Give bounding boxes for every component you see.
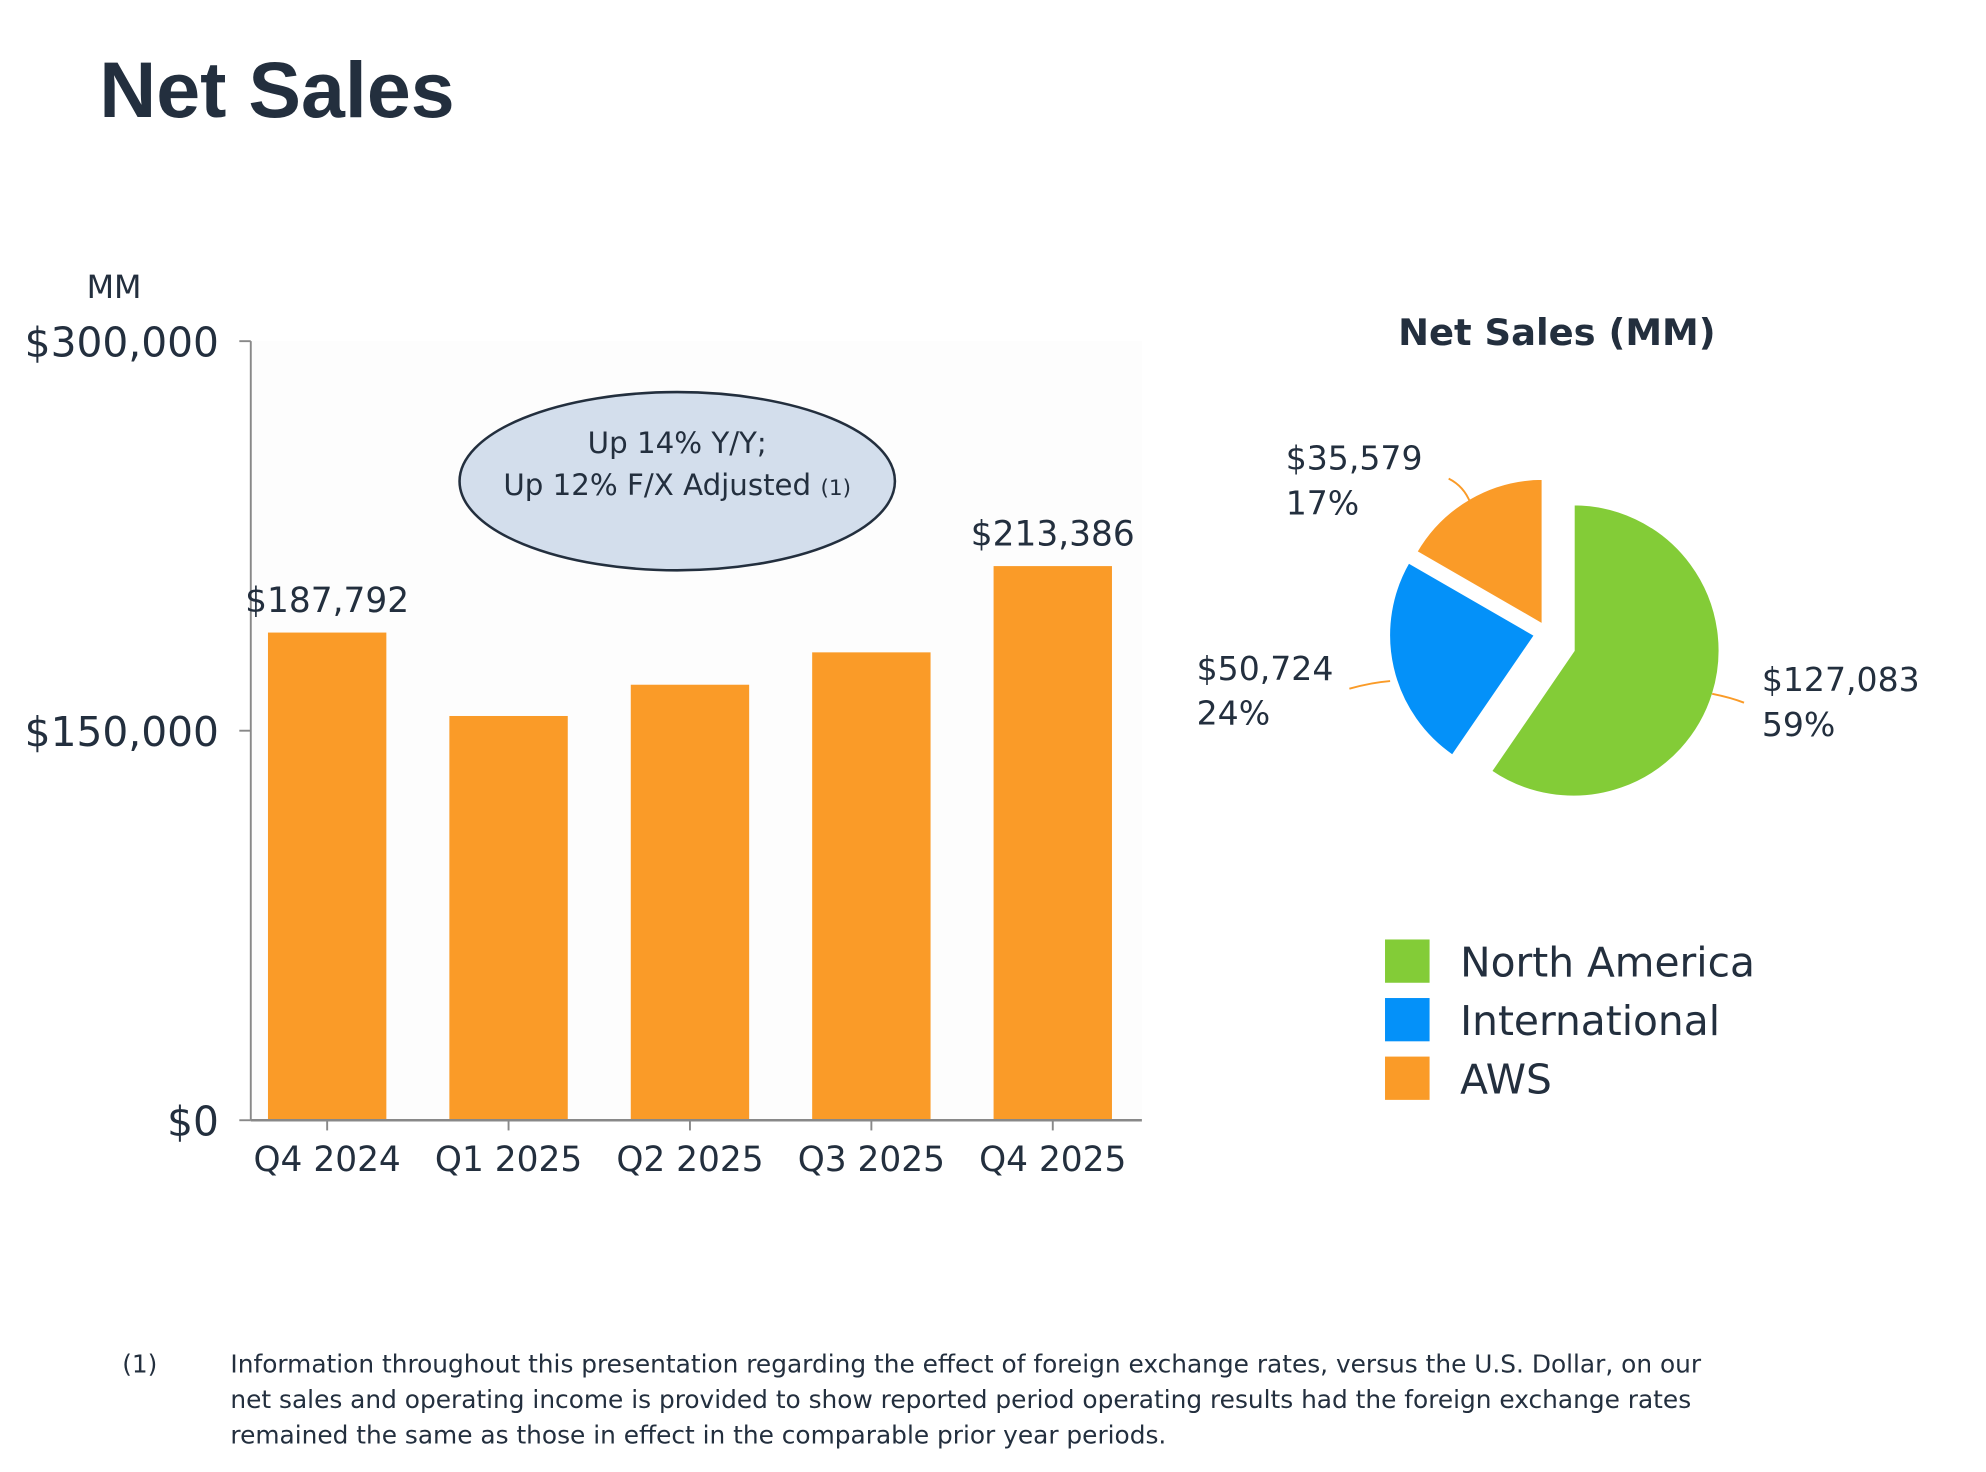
legend-label: AWS: [1460, 1056, 1552, 1104]
callout-footnote-ref: (1): [820, 476, 851, 501]
legend-label: International: [1460, 997, 1720, 1045]
data-label: $187,792: [245, 581, 409, 621]
x-tick-label: Q1 2025: [435, 1140, 582, 1180]
footnote-marker: (1): [122, 1349, 158, 1379]
y-tick-label: $300,000: [25, 318, 219, 366]
y-tick-label: $150,000: [25, 708, 219, 756]
y-axis-label: MM: [87, 268, 142, 306]
pie-value-label: $127,083: [1762, 660, 1920, 699]
pie-value-label: $35,579: [1286, 439, 1423, 478]
page-title: Net Sales: [99, 47, 455, 135]
bar: [630, 684, 750, 1121]
callout-ellipse: [458, 390, 897, 572]
pie-percent-label: 59%: [1762, 705, 1836, 744]
pie-slice: [1414, 477, 1545, 628]
x-tick-label: Q4 2024: [254, 1140, 401, 1180]
x-tick-label: Q4 2025: [979, 1140, 1126, 1180]
footnote-line: net sales and operating income is provid…: [230, 1385, 1692, 1415]
footnote-text: Information throughout this presentation…: [230, 1347, 1701, 1454]
bar: [267, 632, 387, 1121]
pie-slice: [1387, 560, 1538, 758]
leader-line: [1448, 477, 1472, 504]
legend-swatch: [1385, 1056, 1430, 1100]
callout-line1: Up 14% Y/Y;: [588, 426, 767, 460]
pie-percent-label: 24%: [1197, 693, 1271, 732]
callout-line2: Up 12% F/X Adjusted (1): [503, 468, 851, 502]
bar: [812, 652, 931, 1121]
leader-line: [1711, 692, 1745, 704]
pie-value-label: $50,724: [1197, 649, 1334, 688]
data-label: $213,386: [971, 515, 1135, 555]
footnote-line: Information throughout this presentation…: [230, 1349, 1702, 1379]
bar: [449, 715, 568, 1121]
leader-line: [1349, 680, 1391, 690]
x-tick-label: Q2 2025: [616, 1140, 763, 1180]
bar: [993, 566, 1112, 1121]
footnote-line: remained the same as those in effect in …: [230, 1420, 1167, 1450]
legend-swatch: [1385, 939, 1430, 983]
x-tick-label: Q3 2025: [798, 1140, 945, 1180]
y-tick-label: $0: [167, 1098, 219, 1146]
pie-title: Net Sales (MM): [1398, 311, 1716, 354]
pie-percent-label: 17%: [1286, 483, 1360, 522]
legend-swatch: [1385, 998, 1430, 1042]
legend-label: North America: [1460, 938, 1755, 986]
